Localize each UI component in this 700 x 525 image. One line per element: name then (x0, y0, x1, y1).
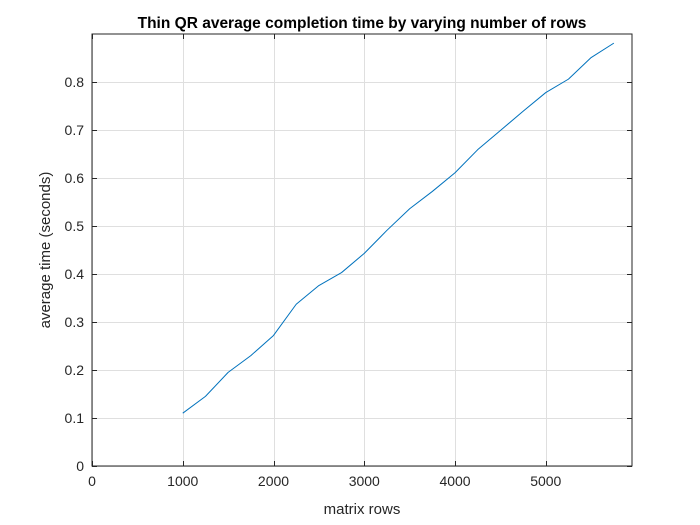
grid (92, 34, 632, 467)
series-line-0 (182, 42, 615, 414)
y-tick-label: 0.5 (65, 218, 85, 234)
x-tick-label: 3000 (349, 473, 380, 489)
series-layer (182, 42, 615, 414)
y-tick-label: 0 (76, 458, 84, 474)
x-axis-label: matrix rows (324, 501, 401, 518)
x-tick-label: 1000 (167, 473, 198, 489)
y-tick-label: 0.7 (65, 122, 85, 138)
y-tick-label: 0.4 (65, 266, 85, 282)
ticks: 0 1000 2000 3000 4000 5000 0 0.1 0.2 0.3 0.4 0.5 0.6… (65, 34, 632, 489)
y-axis-label: average time (seconds) (37, 172, 54, 329)
chart-title: Thin QR average completion time by varyi… (138, 15, 587, 32)
y-tick-label: 0.2 (65, 362, 85, 378)
x-tick-label: 2000 (258, 473, 289, 489)
y-tick-label: 0.3 (65, 314, 85, 330)
plot-frame (91, 33, 633, 467)
x-tick-label: 0 (88, 473, 96, 489)
y-tick-label: 0.8 (65, 74, 85, 90)
x-tick-label: 4000 (439, 473, 470, 489)
y-tick-label: 0.1 (65, 410, 85, 426)
x-tick-label: 5000 (530, 473, 561, 489)
plot-background (92, 34, 632, 466)
y-tick-label: 0.6 (65, 170, 85, 186)
